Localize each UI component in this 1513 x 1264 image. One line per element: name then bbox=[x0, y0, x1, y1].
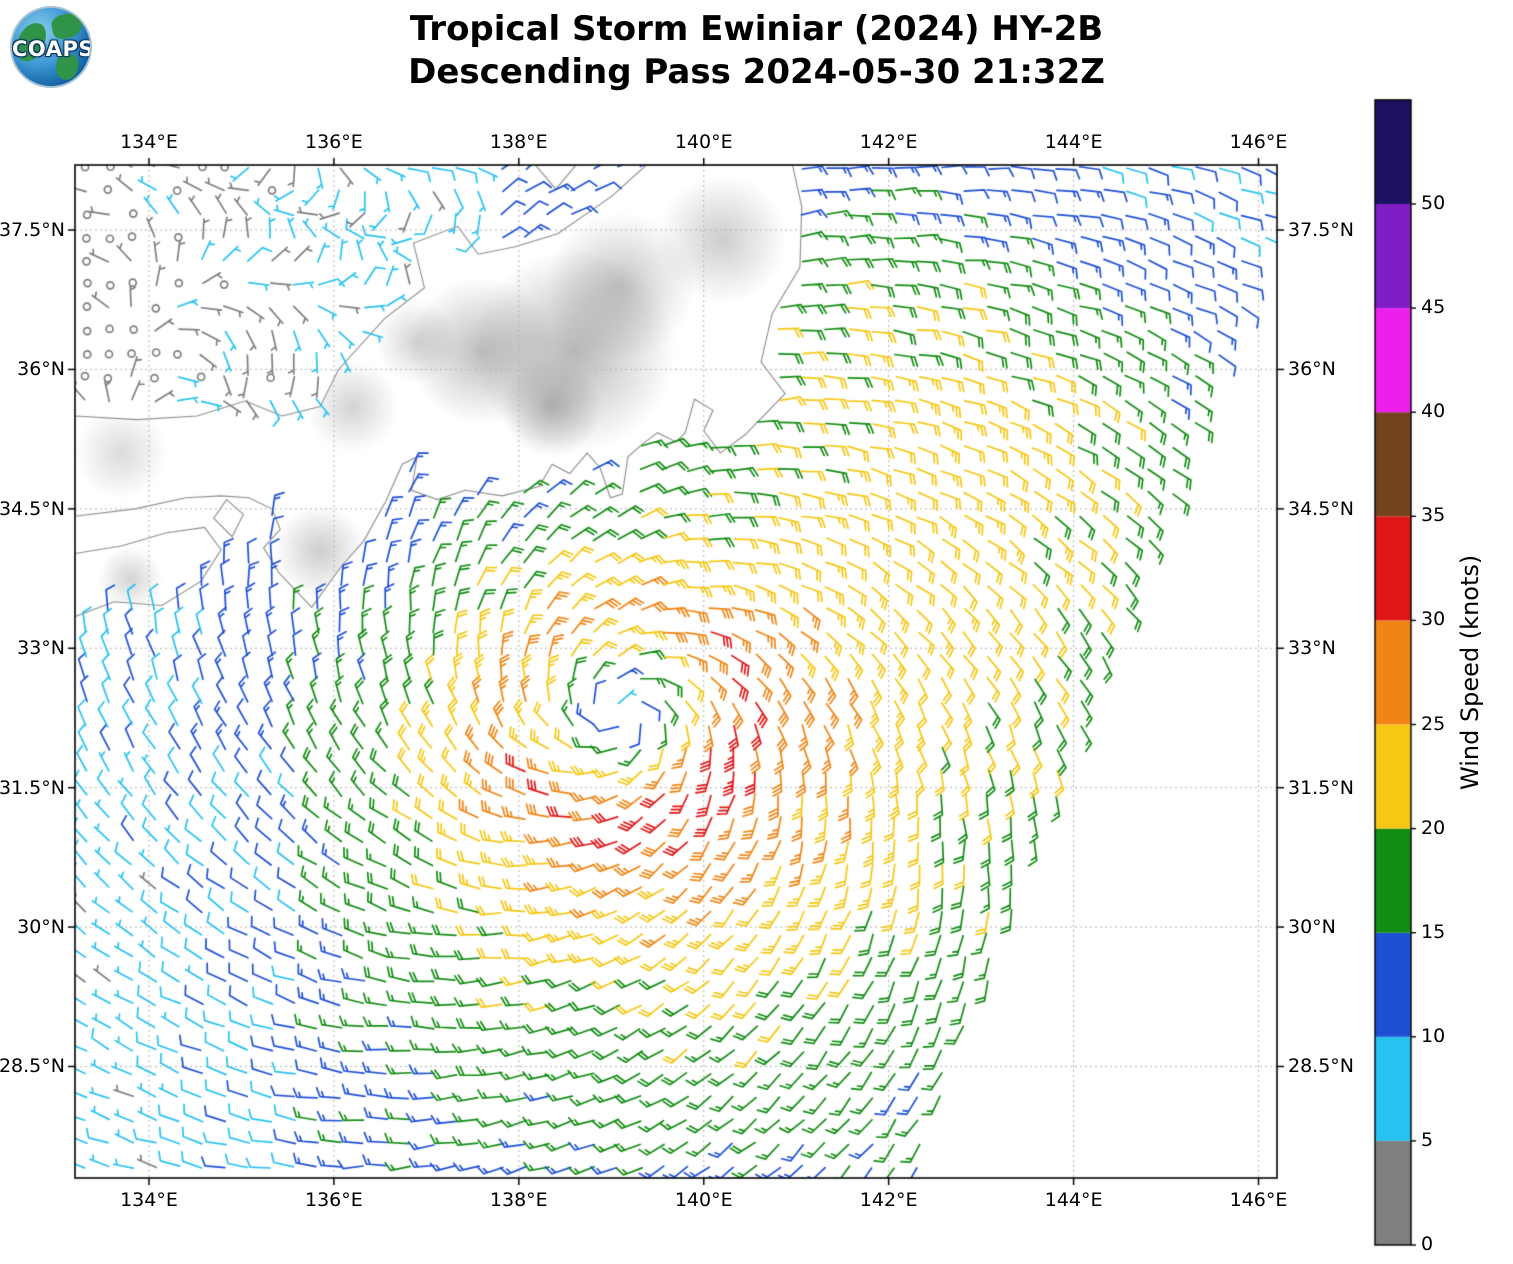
xtick-label-top: 134°E bbox=[120, 131, 178, 153]
xtick-label-bottom: 142°E bbox=[859, 1189, 918, 1211]
ytick-label-left: 28.5°N bbox=[0, 1055, 65, 1078]
ytick-label-left: 33°N bbox=[17, 637, 65, 660]
xtick-label-top: 146°E bbox=[1229, 131, 1288, 153]
xtick-label-top: 142°E bbox=[859, 131, 918, 153]
ytick-label-left: 30°N bbox=[17, 916, 65, 939]
xtick-label-top: 136°E bbox=[305, 131, 363, 153]
ytick-label-right: 36°N bbox=[1288, 358, 1336, 381]
ytick-label-right: 30°N bbox=[1288, 916, 1336, 939]
colorbar-axis-label: Wind Speed (knots) bbox=[1456, 554, 1484, 790]
xtick-label-bottom: 146°E bbox=[1229, 1189, 1288, 1211]
colorbar-tick-label: 15 bbox=[1421, 920, 1446, 943]
colorbar-tick-label: 40 bbox=[1421, 400, 1446, 423]
ytick-label-right: 37.5°N bbox=[1288, 219, 1355, 242]
ytick-label-left: 36°N bbox=[17, 358, 65, 381]
ytick-label-right: 33°N bbox=[1288, 637, 1336, 660]
xtick-label-top: 140°E bbox=[674, 131, 733, 153]
colorbar-tick-label: 45 bbox=[1421, 296, 1446, 319]
ytick-label-left: 31.5°N bbox=[0, 776, 65, 799]
ytick-label-right: 31.5°N bbox=[1288, 776, 1355, 799]
colorbar-tick-label: 35 bbox=[1421, 504, 1446, 527]
colorbar-tick-label: 50 bbox=[1421, 192, 1446, 214]
colorbar-tick-label: 0 bbox=[1421, 1233, 1434, 1255]
xtick-label-bottom: 140°E bbox=[674, 1189, 733, 1211]
colorbar-tick-label: 25 bbox=[1421, 712, 1446, 735]
xtick-label-top: 138°E bbox=[489, 131, 548, 153]
ytick-label-left: 37.5°N bbox=[0, 219, 65, 242]
ytick-label-right: 34.5°N bbox=[1288, 497, 1355, 520]
colorbar-tick-label: 20 bbox=[1421, 816, 1446, 839]
ytick-label-left: 34.5°N bbox=[0, 497, 65, 520]
xtick-label-bottom: 136°E bbox=[305, 1189, 363, 1211]
colorbar-tick-label: 10 bbox=[1421, 1024, 1446, 1047]
colorbar-tick-label: 30 bbox=[1421, 608, 1446, 631]
ytick-label-right: 28.5°N bbox=[1288, 1055, 1355, 1078]
xtick-label-bottom: 144°E bbox=[1044, 1189, 1103, 1211]
colorbar-tick-label: 5 bbox=[1421, 1128, 1434, 1151]
xtick-label-bottom: 138°E bbox=[489, 1189, 548, 1211]
xtick-label-top: 144°E bbox=[1044, 131, 1103, 153]
xtick-label-bottom: 134°E bbox=[120, 1189, 178, 1211]
